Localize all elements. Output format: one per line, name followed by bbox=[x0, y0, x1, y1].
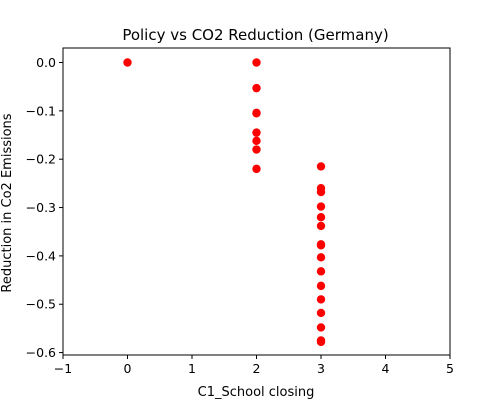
data-point bbox=[252, 128, 261, 137]
y-axis-title: Reduction in Co2 Emissions bbox=[0, 113, 15, 292]
data-point bbox=[316, 241, 326, 250]
x-tick-label: −1 bbox=[54, 361, 72, 376]
data-point bbox=[252, 164, 261, 174]
x-tick-label: 3 bbox=[317, 361, 325, 376]
data-point bbox=[252, 145, 261, 154]
y-tick-label: −0.1 bbox=[26, 103, 56, 118]
data-point bbox=[316, 213, 326, 222]
data-point bbox=[123, 58, 132, 67]
data-point bbox=[252, 136, 261, 146]
y-tick-label: −0.6 bbox=[26, 345, 56, 360]
x-tick-label: 5 bbox=[446, 361, 454, 376]
plot-area: −1 0 1 2 3 4 5 0.0 −0.1 −0.2 −0.3 −0.4 −0.5 −0.6 bbox=[26, 47, 454, 376]
data-point bbox=[316, 221, 326, 231]
y-tick-label: −0.5 bbox=[26, 297, 56, 312]
data-point bbox=[316, 281, 326, 291]
x-tick-label: 2 bbox=[253, 361, 261, 376]
data-point bbox=[316, 187, 326, 197]
y-tick-label: 0.0 bbox=[36, 55, 56, 70]
y-tick-label: −0.3 bbox=[26, 200, 56, 215]
plot-frame bbox=[62, 47, 451, 356]
data-point bbox=[316, 253, 326, 262]
data-point bbox=[316, 162, 326, 171]
data-point bbox=[252, 109, 261, 118]
data-point bbox=[316, 267, 326, 276]
y-tick-label: −0.2 bbox=[26, 152, 56, 167]
data-point bbox=[316, 323, 326, 332]
data-point bbox=[316, 295, 326, 304]
data-point bbox=[316, 337, 326, 347]
x-axis-title: C1_School closing bbox=[198, 385, 315, 400]
data-point bbox=[252, 83, 261, 93]
x-tick-label: 1 bbox=[188, 361, 196, 376]
y-tick-label: −0.4 bbox=[26, 248, 56, 263]
x-tick-label: 4 bbox=[382, 361, 390, 376]
chart-title: Policy vs CO2 Reduction (Germany) bbox=[122, 26, 388, 44]
data-point bbox=[316, 202, 326, 211]
data-point bbox=[316, 308, 326, 318]
x-tick-label: 0 bbox=[124, 361, 132, 376]
data-point bbox=[252, 58, 261, 67]
